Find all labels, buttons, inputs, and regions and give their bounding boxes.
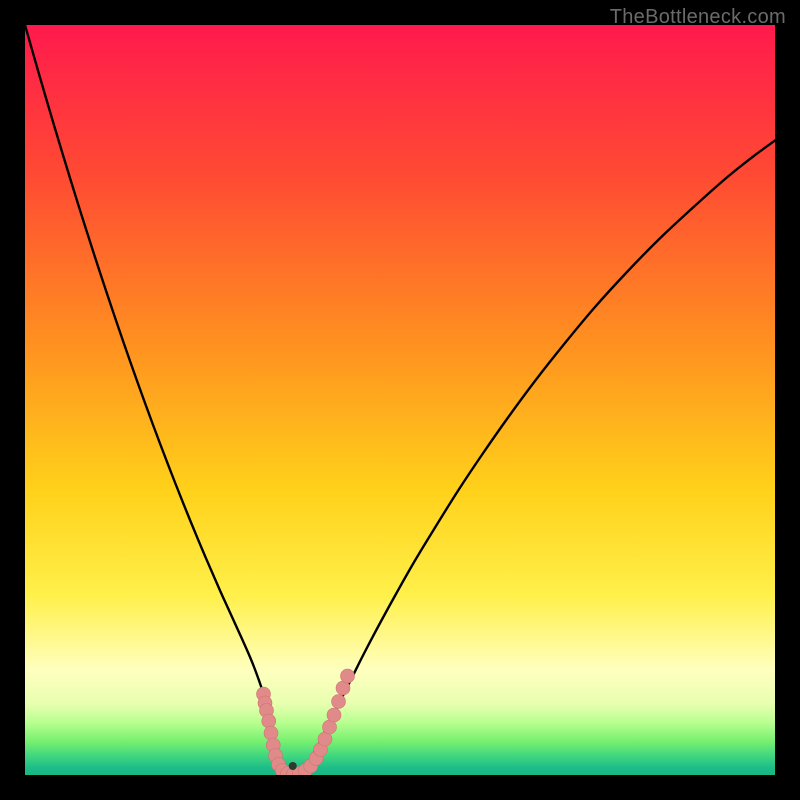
marker-layer	[25, 25, 775, 775]
marker-dot	[341, 669, 355, 683]
marker-dot	[332, 695, 346, 709]
plot-area	[25, 25, 775, 775]
bottom-markers	[257, 669, 355, 775]
marker-dot	[264, 726, 278, 740]
center-dot	[289, 762, 297, 770]
marker-dot	[262, 714, 276, 728]
watermark-text: TheBottleneck.com	[610, 6, 786, 29]
marker-dot	[327, 708, 341, 722]
